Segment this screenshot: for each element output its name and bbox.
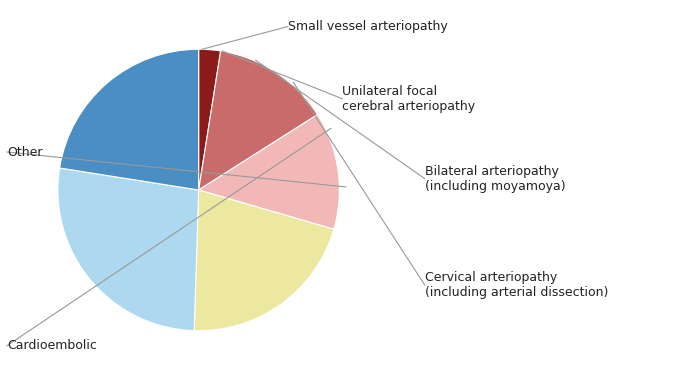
Text: Small vessel arteriopathy: Small vessel arteriopathy: [288, 20, 447, 33]
Text: Bilateral arteriopathy
(including moyamoya): Bilateral arteriopathy (including moyamo…: [425, 165, 565, 193]
Wedge shape: [60, 49, 199, 190]
Text: Unilateral focal
cerebral arteriopathy: Unilateral focal cerebral arteriopathy: [342, 85, 475, 113]
Wedge shape: [199, 115, 339, 229]
Text: Other: Other: [7, 146, 42, 158]
Wedge shape: [195, 190, 334, 331]
Wedge shape: [199, 49, 221, 190]
Wedge shape: [199, 51, 317, 190]
Text: Cardioembolic: Cardioembolic: [7, 339, 97, 352]
Wedge shape: [58, 168, 199, 331]
Text: Cervical arteriopathy
(including arterial dissection): Cervical arteriopathy (including arteria…: [425, 271, 608, 299]
